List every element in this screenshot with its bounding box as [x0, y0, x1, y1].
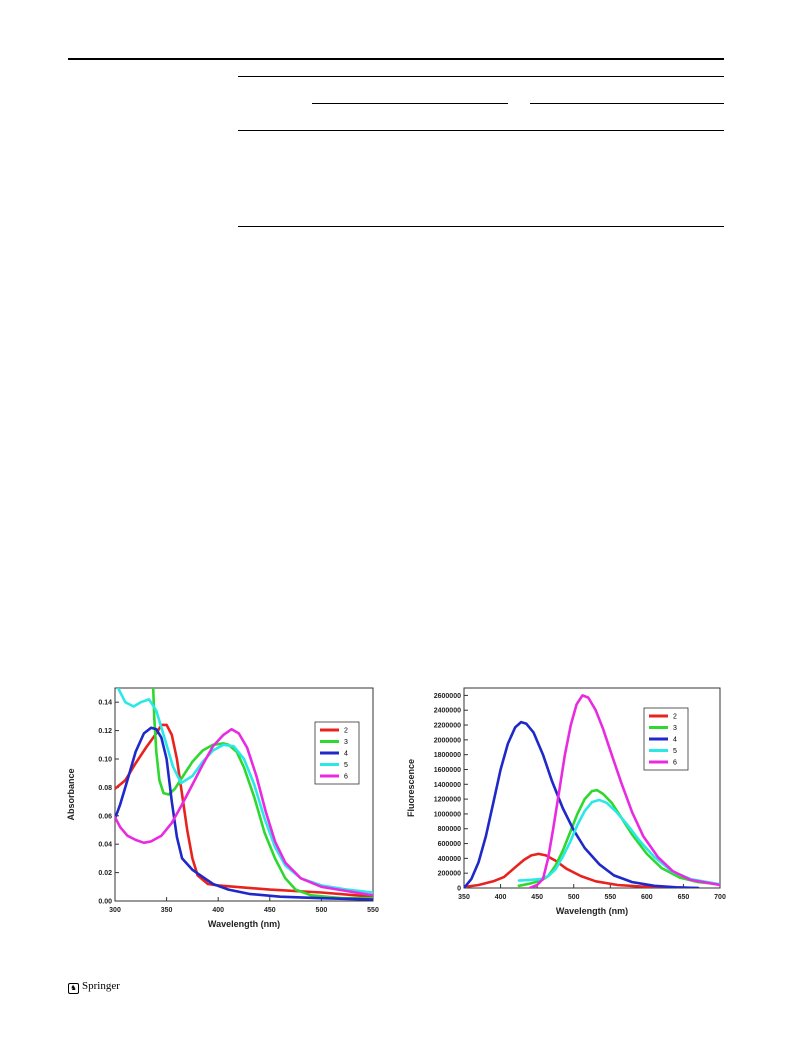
y-tick-label: 0.14: [98, 700, 112, 707]
y-axis-label: Fluorescence: [406, 759, 416, 817]
y-tick-label: 2200000: [434, 723, 461, 730]
table-group-rule-right: [530, 103, 724, 104]
legend-label-6: 6: [673, 760, 677, 767]
absorbance-chart-svg: 300 350 400 450 500 550 0.00 0.02 0.04 0.06 0.08 0.…: [66, 687, 379, 929]
legend-label-5: 5: [673, 748, 677, 755]
table-group-rule-left: [312, 103, 508, 104]
x-tick-label: 600: [641, 894, 653, 901]
series-group: [115, 688, 373, 901]
publisher-name: Springer: [82, 980, 120, 992]
fluorescence-chart: 350 400 450 500 550 600 650 700 0 200000 400000 600…: [400, 680, 730, 935]
x-tick-label: 450: [264, 907, 276, 914]
legend-label-5: 5: [344, 762, 348, 769]
legend-label-3: 3: [673, 725, 677, 732]
y-tick-label: 1600000: [434, 767, 461, 774]
x-tick-label: 400: [495, 894, 507, 901]
x-tick-label: 300: [109, 907, 121, 914]
y-tick-label: 0: [457, 886, 461, 893]
y-tick-label: 1400000: [434, 782, 461, 789]
legend-label-4: 4: [673, 737, 677, 744]
page-footer: ♞ Springer: [68, 980, 120, 994]
y-tick-label: 600000: [438, 841, 461, 848]
series-line-2: [466, 852, 700, 888]
series-line-3: [517, 788, 720, 888]
y-tick-label: 0.10: [98, 757, 112, 764]
plot-frame: [114, 687, 374, 902]
series-line-5: [517, 798, 720, 886]
series-line-6: [528, 694, 720, 888]
header-rule: [68, 58, 724, 60]
series-line-4: [464, 720, 700, 888]
series-line-5: [116, 688, 373, 894]
x-tick-label: 350: [458, 894, 470, 901]
table-top-rule: [238, 76, 724, 77]
y-tick-label: 2400000: [434, 708, 461, 715]
y-tick-label: 800000: [438, 826, 461, 833]
series-line-3: [151, 688, 373, 900]
absorbance-chart: 300 350 400 450 500 550 0.00 0.02 0.04 0.06 0.08 0.…: [60, 680, 385, 935]
fluorescence-chart-svg: 350 400 450 500 550 600 650 700 0 200000 400000 600…: [406, 687, 726, 916]
table-header-rule: [238, 130, 724, 131]
y-tick-label: 0.02: [98, 870, 112, 877]
y-tick-label: 2000000: [434, 737, 461, 744]
x-tick-label: 700: [714, 894, 726, 901]
y-tick-label: 2600000: [434, 693, 461, 700]
x-tick-label: 350: [161, 907, 173, 914]
legend-label-2: 2: [344, 728, 348, 735]
x-tick-label: 550: [367, 907, 379, 914]
x-axis-label: Wavelength (nm): [556, 906, 628, 916]
legend-label-3: 3: [344, 739, 348, 746]
legend-label-2: 2: [673, 714, 677, 721]
y-tick-label: 0.06: [98, 813, 112, 820]
y-tick-label: 200000: [438, 871, 461, 878]
y-tick-label: 1000000: [434, 811, 461, 818]
y-tick-label: 1800000: [434, 752, 461, 759]
y-tick-label: 0.08: [98, 785, 112, 792]
x-tick-label: 500: [568, 894, 580, 901]
y-axis-label: Absorbance: [66, 768, 76, 820]
series-group: [464, 694, 720, 888]
y-tick-label: 0.04: [98, 842, 112, 849]
series-line-2: [115, 723, 373, 898]
x-tick-label: 400: [212, 907, 224, 914]
plot-frame: [463, 687, 721, 889]
x-axis-label: Wavelength (nm): [208, 919, 280, 929]
y-tick-label: 400000: [438, 856, 461, 863]
y-tick-label: 0.12: [98, 728, 112, 735]
springer-logo-icon: ♞: [68, 983, 79, 994]
series-line-6: [115, 727, 373, 897]
y-tick-label: 0.00: [98, 899, 112, 906]
x-tick-label: 500: [316, 907, 328, 914]
x-tick-label: 550: [604, 894, 616, 901]
x-tick-label: 450: [531, 894, 543, 901]
table-bottom-rule: [238, 226, 724, 227]
x-tick-label: 650: [678, 894, 690, 901]
legend-label-6: 6: [344, 774, 348, 781]
legend-label-4: 4: [344, 751, 348, 758]
y-tick-label: 1200000: [434, 797, 461, 804]
